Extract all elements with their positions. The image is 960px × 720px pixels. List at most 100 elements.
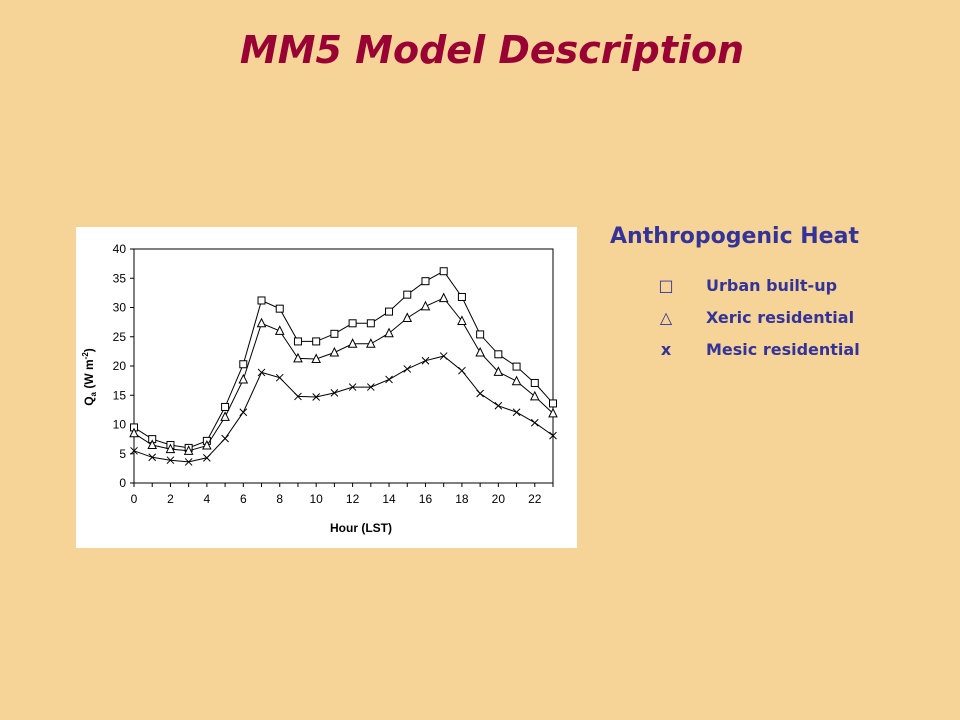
- x-tick-label: 16: [419, 492, 433, 506]
- data-point-x: [330, 389, 339, 397]
- x-tick-label: 4: [204, 492, 211, 506]
- data-point-x: [421, 356, 430, 365]
- data-point-square: [312, 337, 321, 346]
- data-point-square: [366, 319, 375, 328]
- data-point-x: [221, 434, 229, 443]
- data-point-triangle: [438, 292, 449, 303]
- x-marker-icon: x: [660, 340, 672, 359]
- x-tick-label: 22: [528, 492, 542, 506]
- chart-panel: 0 5 10 15 20 25 30 35 40 0 2 4 6 8 10 12 14 16 18 20 22 Hour…: [76, 227, 577, 548]
- data-point-triangle: [183, 445, 194, 455]
- data-point-square: [476, 330, 485, 339]
- data-point-square: [275, 304, 284, 313]
- x-tick-label: 8: [276, 492, 283, 506]
- legend-label: Mesic residential: [706, 340, 860, 359]
- y-axis-label-sub: a: [89, 391, 98, 396]
- data-point-x: [366, 383, 375, 391]
- chart-svg: 0 5 10 15 20 25 30 35 40 0 2 4 6 8 10 12 14 16 18 20 22 Hour…: [81, 242, 558, 535]
- data-point-x: [476, 389, 484, 398]
- data-point-square: [385, 307, 394, 316]
- x-tick-label: 0: [131, 492, 138, 506]
- data-point-square: [494, 350, 503, 359]
- data-point-triangle: [366, 338, 376, 348]
- legend-label: Urban built-up: [706, 276, 838, 295]
- data-point-x: [458, 366, 466, 375]
- plot-frame: [133, 248, 554, 484]
- data-point-square: [221, 402, 230, 411]
- data-point-x: [512, 408, 521, 417]
- y-tick-label: 10: [113, 418, 127, 432]
- data-point-triangle: [311, 353, 321, 363]
- y-axis-label-sup: -2: [81, 352, 90, 360]
- y-axis-label-close: ): [82, 348, 96, 352]
- data-point-x: [294, 392, 302, 401]
- series-line: [133, 355, 554, 463]
- data-point-triangle: [384, 327, 394, 338]
- data-point-triangle: [329, 346, 340, 357]
- data-point-triangle: [238, 373, 249, 384]
- data-point-triangle: [274, 325, 285, 335]
- data-point-triangle: [256, 317, 267, 328]
- data-point-square: [512, 362, 521, 371]
- data-point-square: [457, 292, 466, 301]
- axes: 0 5 10 15 20 25 30 35 40 0 2 4 6 8 10 12 14 16 18 20 22: [113, 242, 554, 506]
- data-point-square: [549, 399, 557, 408]
- x-tick-label: 10: [309, 492, 323, 506]
- data-point-triangle: [457, 315, 467, 325]
- data-point-x: [148, 453, 157, 462]
- data-point-square: [330, 329, 339, 338]
- data-point-x: [530, 418, 539, 427]
- data-point-x: [312, 393, 321, 401]
- data-point-triangle: [147, 439, 158, 449]
- x-tick-label: 12: [346, 492, 360, 506]
- series-line: [133, 270, 554, 449]
- side-title: Anthropogenic Heat: [610, 224, 859, 249]
- y-tick-label: 20: [113, 359, 127, 373]
- x-tick-label: 14: [382, 492, 396, 506]
- data-point-x: [385, 375, 393, 384]
- data-point-square: [239, 360, 248, 369]
- series-mesic-residential: [130, 352, 557, 466]
- data-point-square: [293, 337, 302, 346]
- data-point-triangle: [548, 407, 558, 418]
- data-point-x: [348, 383, 357, 391]
- x-tick-label: 20: [492, 492, 506, 506]
- data-point-x: [257, 368, 266, 377]
- series-group: [129, 267, 558, 466]
- series-line: [133, 297, 554, 452]
- y-tick-label: 5: [119, 447, 126, 461]
- y-tick-label: 35: [113, 271, 127, 285]
- data-point-x: [239, 408, 248, 417]
- data-point-triangle: [293, 352, 303, 363]
- data-point-triangle: [165, 443, 176, 454]
- data-point-triangle: [129, 427, 139, 438]
- data-point-square: [403, 290, 412, 299]
- data-point-square: [421, 277, 430, 286]
- data-point-triangle: [475, 346, 485, 357]
- data-point-triangle: [402, 312, 413, 323]
- data-point-triangle: [493, 366, 504, 376]
- triangle-marker-icon: △: [659, 308, 673, 327]
- legend-label: Xeric residential: [706, 308, 855, 327]
- data-point-x: [184, 458, 193, 466]
- x-tick-label: 6: [240, 492, 247, 506]
- data-point-square: [530, 378, 539, 387]
- square-marker-icon: □: [658, 276, 674, 295]
- y-tick-label: 25: [113, 330, 127, 344]
- data-point-x: [275, 373, 284, 382]
- data-point-x: [130, 446, 138, 455]
- data-point-triangle: [202, 439, 212, 450]
- data-point-x: [403, 365, 412, 373]
- series-xeric-residential: [129, 292, 558, 455]
- data-point-x: [549, 431, 557, 440]
- data-point-triangle: [347, 338, 358, 348]
- y-tick-label: 15: [113, 388, 127, 402]
- y-axis-label-main: Q: [82, 396, 96, 405]
- data-point-triangle: [420, 300, 431, 311]
- x-axis-label: Hour (LST): [330, 521, 392, 535]
- data-point-x: [166, 456, 175, 465]
- data-point-triangle: [220, 411, 230, 421]
- y-tick-label: 40: [113, 242, 127, 256]
- series-urban-built-up: [130, 267, 557, 452]
- data-point-square: [257, 296, 266, 305]
